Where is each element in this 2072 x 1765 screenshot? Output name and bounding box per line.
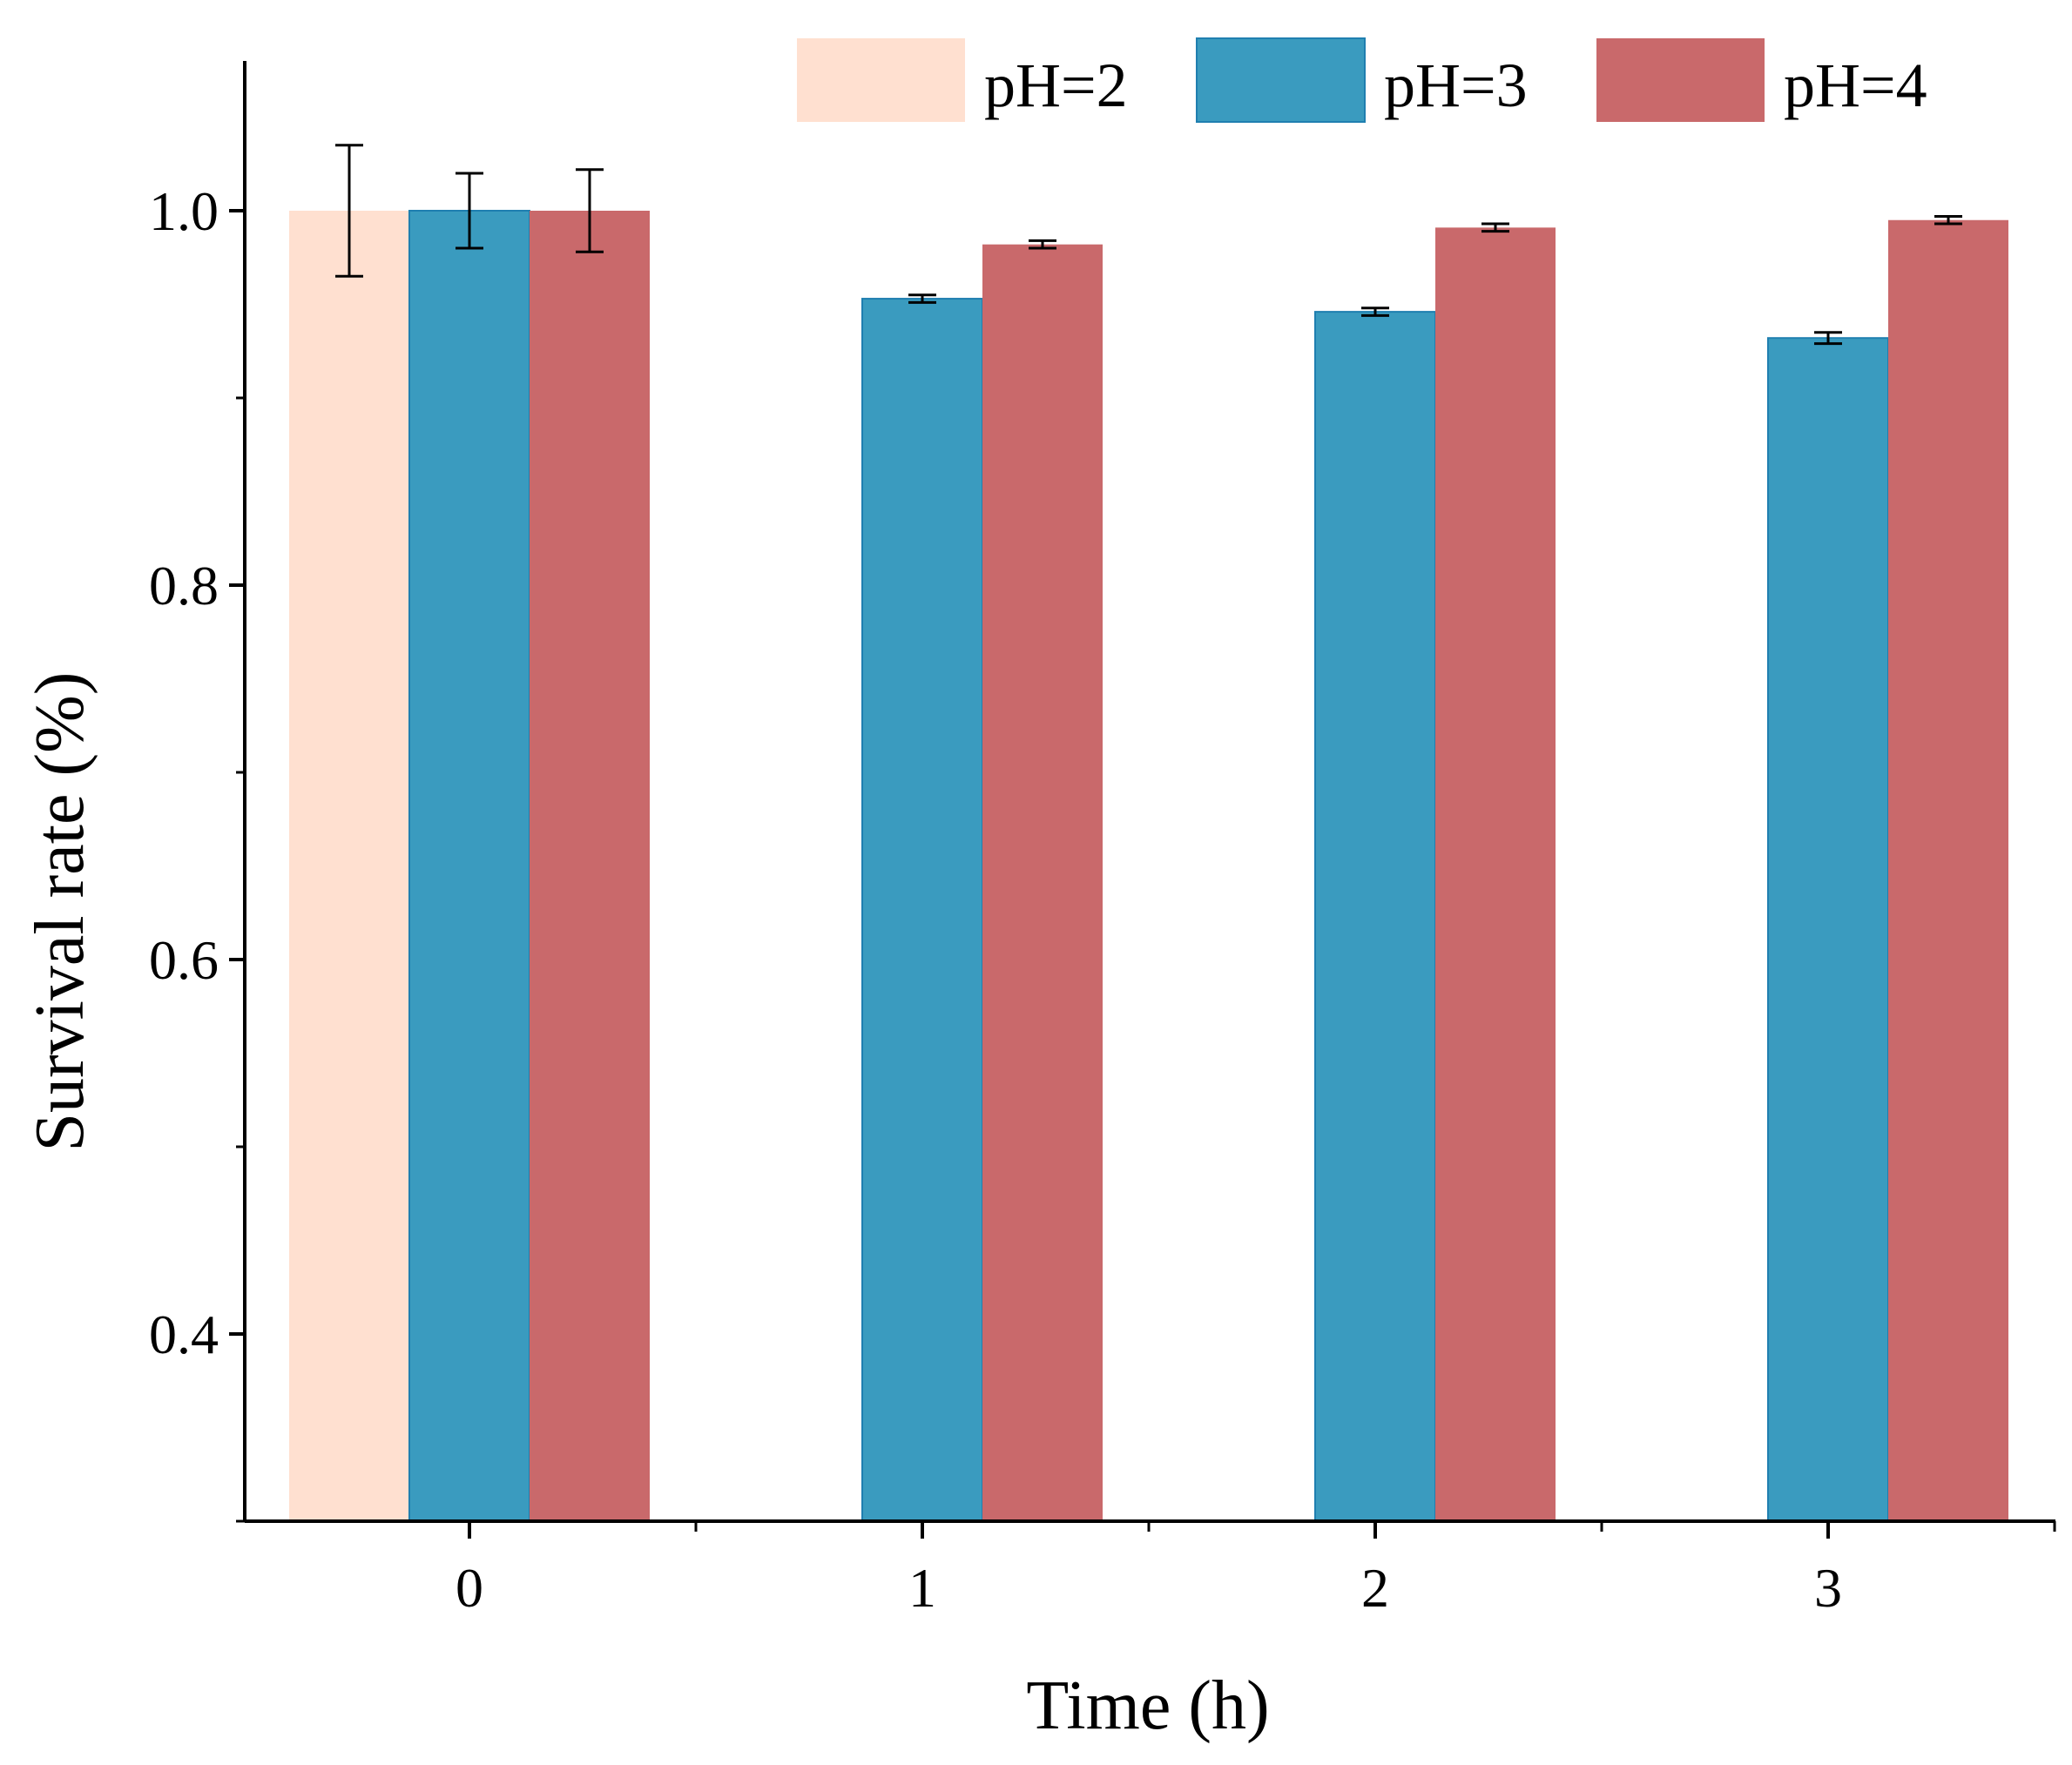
y-tick-label: 0.6 xyxy=(149,929,219,991)
x-tick-label: 1 xyxy=(908,1557,936,1619)
x-axis-label: Time (h) xyxy=(1026,1667,1269,1744)
y-tick-label: 0.8 xyxy=(149,555,219,616)
legend-item-pH2: pH=2 xyxy=(797,38,1128,122)
bar-pH4-t3 xyxy=(1888,219,2008,1521)
legend-swatch xyxy=(1196,37,1366,123)
legend-item-pH4: pH=4 xyxy=(1596,38,1927,122)
bar-pH2-t0 xyxy=(289,211,409,1521)
bar-pH3-t2 xyxy=(1314,311,1436,1523)
axes-group: 0.4 0.6 0.8 1.0 0 1 2 3 xyxy=(149,61,2056,1619)
legend-item-pH3: pH=3 xyxy=(1196,37,1528,123)
bar-pH4-t0 xyxy=(530,211,650,1521)
bars-group xyxy=(289,210,2008,1523)
legend-label: pH=3 xyxy=(1384,51,1528,120)
error-bar-pH3-t0 xyxy=(456,172,483,250)
legend-label: pH=2 xyxy=(984,51,1128,120)
legend: pH=2 pH=3 pH=4 xyxy=(797,37,1927,123)
legend-label: pH=4 xyxy=(1784,51,1927,120)
bar-pH4-t1 xyxy=(982,244,1103,1522)
error-bar-pH4-t1 xyxy=(1029,239,1056,250)
y-tick-label: 0.4 xyxy=(149,1304,219,1365)
error-bar-pH4-t3 xyxy=(1934,214,1962,226)
x-tick-label: 3 xyxy=(1814,1557,1842,1619)
legend-swatch xyxy=(1596,38,1765,122)
error-bar-pH2-t0 xyxy=(335,144,363,278)
bar-pH3-t0 xyxy=(408,210,530,1522)
bar-pH3-t1 xyxy=(861,298,983,1522)
x-tick-label: 0 xyxy=(456,1557,483,1619)
error-bar-pH4-t0 xyxy=(576,168,604,253)
bar-pH3-t3 xyxy=(1767,337,1889,1523)
x-tick-label: 2 xyxy=(1361,1557,1389,1619)
error-bar-pH3-t2 xyxy=(1361,307,1389,317)
error-bar-pH3-t1 xyxy=(908,293,936,304)
error-bars-group xyxy=(335,144,1962,346)
legend-swatch xyxy=(797,38,965,122)
y-axis-label: Survival rate (%) xyxy=(22,672,98,1152)
y-tick-label: 1.0 xyxy=(149,180,219,242)
error-bar-pH4-t2 xyxy=(1481,222,1509,233)
bar-pH4-t2 xyxy=(1435,227,1556,1522)
error-bar-pH3-t3 xyxy=(1814,331,1842,346)
